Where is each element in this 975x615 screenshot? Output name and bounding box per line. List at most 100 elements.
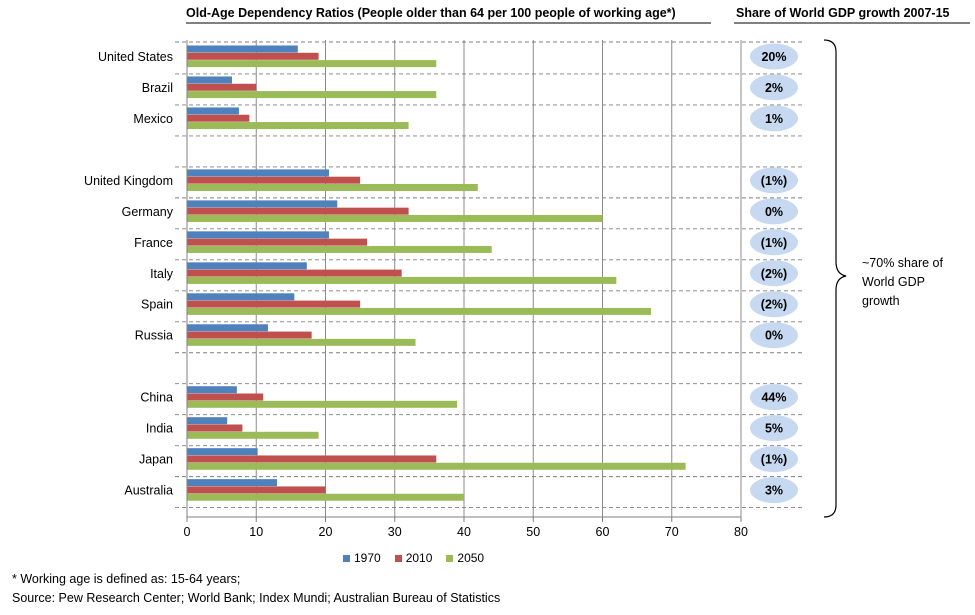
gdp-share-bubble <box>750 322 798 349</box>
bar-2010-germany <box>187 207 409 215</box>
legend-swatch-2050 <box>446 554 454 562</box>
bar-2010-brazil <box>187 83 257 91</box>
gdp-share-india: 5% <box>750 415 798 442</box>
bar-2050-united-states <box>187 60 437 68</box>
gdp-share-value: 0% <box>765 329 783 343</box>
category-label-mexico: Mexico <box>133 112 173 126</box>
chart-title: Old-Age Dependency Ratios (People older … <box>186 6 676 20</box>
bar-2010-australia <box>187 486 326 494</box>
bar-1970-italy <box>187 262 307 270</box>
gdp-share-value: 20% <box>761 50 786 64</box>
bar-2050-india <box>187 431 319 439</box>
brace-annotation: ~70% share of World GDP growth <box>862 256 943 308</box>
gdp-share-bubbles: 20% 2% 1% (1%) 0% (1%) (2%) (2%) 0% 44% 5% (1%) 3% <box>750 43 798 504</box>
gdp-share-bubble <box>750 229 798 256</box>
bar-1970-spain <box>187 293 295 301</box>
bar-2050-china <box>187 400 458 408</box>
bar-2010-united-kingdom <box>187 176 361 184</box>
gdp-share-value: 0% <box>765 205 783 219</box>
gdp-share-japan: (1%) <box>750 446 798 473</box>
bar-2010-spain <box>187 300 361 308</box>
bar-2010-italy <box>187 269 402 277</box>
x-tick-label: 60 <box>596 525 610 539</box>
gdp-share-france: (1%) <box>750 229 798 256</box>
category-label-italy: Italy <box>150 267 174 281</box>
gdp-share-china: 44% <box>750 384 798 411</box>
bar-1970-united-states <box>187 45 298 53</box>
gdp-share-value: (2%) <box>761 298 787 312</box>
gdp-share-united-states: 20% <box>750 43 798 70</box>
legend-item-2050: 2050 <box>446 551 484 565</box>
category-label-germany: Germany <box>122 205 174 219</box>
category-label-china: China <box>140 391 173 405</box>
bar-2050-germany <box>187 214 603 222</box>
x-tick-label: 50 <box>526 525 540 539</box>
gdp-share-united-kingdom: (1%) <box>750 167 798 194</box>
legend-item-1970: 1970 <box>343 551 381 565</box>
category-label-united-kingdom: United Kingdom <box>84 174 173 188</box>
gdp-share-value: (1%) <box>761 236 787 250</box>
bar-1970-france <box>187 231 329 239</box>
legend-label-2010: 2010 <box>405 551 433 565</box>
gdp-share-bubble <box>750 384 798 411</box>
category-label-russia: Russia <box>135 329 173 343</box>
gdp-share-value: (1%) <box>761 453 787 467</box>
x-tick-label: 30 <box>388 525 402 539</box>
gdp-share-bubble <box>750 291 798 318</box>
bar-2050-japan <box>187 462 686 470</box>
legend-label-2050: 2050 <box>457 551 485 565</box>
bars <box>187 45 686 501</box>
gdp-share-mexico: 1% <box>750 105 798 132</box>
bar-1970-brazil <box>187 76 233 84</box>
side-title: Share of World GDP growth 2007-15 <box>736 6 950 20</box>
bar-1970-japan <box>187 448 258 456</box>
gdp-share-bubble <box>750 477 798 504</box>
x-tick-label: 80 <box>734 525 748 539</box>
category-label-spain: Spain <box>141 298 173 312</box>
brace-icon <box>823 39 847 518</box>
legend: 1970 2010 2050 <box>343 551 484 565</box>
gdp-share-bubble <box>750 167 798 194</box>
legend-item-2010: 2010 <box>394 551 433 565</box>
bar-2010-china <box>187 393 264 401</box>
x-tick-label: 20 <box>319 525 333 539</box>
category-label-india: India <box>146 422 173 436</box>
bar-2050-france <box>187 245 492 253</box>
gdp-share-bubble <box>750 43 798 70</box>
gdp-share-value: (2%) <box>761 267 787 281</box>
category-label-brazil: Brazil <box>142 81 173 95</box>
bar-2050-australia <box>187 493 464 501</box>
bar-2010-japan <box>187 455 437 463</box>
bar-2050-mexico <box>187 122 409 130</box>
legend-swatch-2010 <box>394 554 402 562</box>
gdp-share-value: 1% <box>765 112 783 126</box>
bar-2050-russia <box>187 338 416 346</box>
bar-2050-italy <box>187 276 617 284</box>
bar-2010-russia <box>187 331 312 339</box>
bar-1970-mexico <box>187 107 239 115</box>
bar-1970-china <box>187 386 237 394</box>
legend-swatch-1970 <box>343 554 350 562</box>
gdp-share-value: 3% <box>765 484 783 498</box>
category-label-australia: Australia <box>124 484 173 498</box>
gdp-share-spain: (2%) <box>750 291 798 318</box>
bar-2010-india <box>187 424 243 432</box>
gdp-share-bubble <box>750 260 798 287</box>
category-label-united-states: United States <box>98 50 173 64</box>
category-labels: United States Brazil Mexico United Kingdom G… <box>84 50 174 498</box>
x-axis-ticks: 0 10 20 30 40 50 60 70 80 <box>184 517 748 539</box>
gdp-share-australia: 3% <box>750 477 798 504</box>
x-tick-label: 0 <box>184 525 191 539</box>
gdp-share-germany: 0% <box>750 198 798 225</box>
gdp-share-bubble <box>750 105 798 132</box>
footnote-source: Source: Pew Research Center; World Bank;… <box>12 591 501 605</box>
gdp-share-value: (1%) <box>761 174 787 188</box>
bar-2010-mexico <box>187 114 250 122</box>
x-tick-label: 70 <box>665 525 679 539</box>
bar-2050-united-kingdom <box>187 183 478 191</box>
bar-2010-france <box>187 238 368 246</box>
x-tick-label: 10 <box>249 525 263 539</box>
gdp-share-russia: 0% <box>750 322 798 349</box>
bar-2050-spain <box>187 307 651 315</box>
gdp-share-value: 5% <box>765 422 783 436</box>
